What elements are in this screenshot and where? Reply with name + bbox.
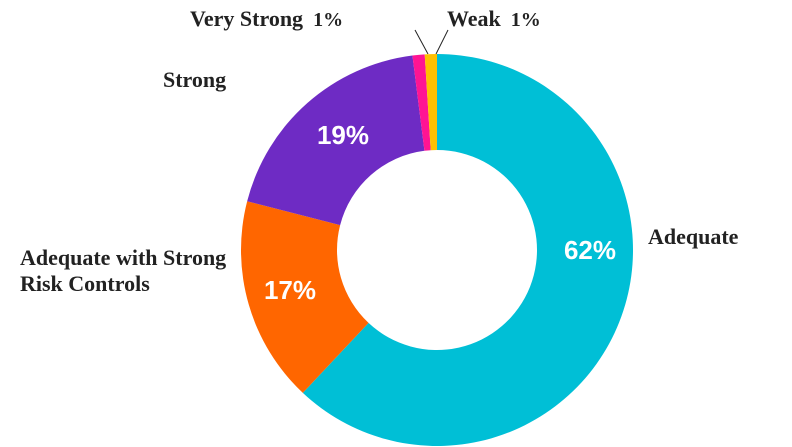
donut-slice — [247, 55, 425, 226]
donut-slice — [412, 54, 431, 151]
value-label: 19% — [317, 120, 369, 150]
category-label: Adequate with Strong Risk Controls — [20, 245, 227, 296]
category-label: Weak — [447, 6, 501, 31]
value-label: 1% — [510, 9, 541, 31]
slice-name: Weak 1% — [447, 6, 607, 33]
donut-slice — [241, 201, 369, 393]
category-label: Adequate — [648, 224, 739, 249]
leader-line — [435, 29, 449, 55]
category-label: Strong — [163, 67, 227, 92]
value-label: 1% — [313, 9, 344, 31]
value-label: 62% — [564, 235, 616, 265]
donut-slice — [302, 54, 634, 446]
category-label: Very Strong — [190, 6, 304, 31]
slice-name: Adequate with Strong Risk Controls — [20, 245, 230, 297]
donut-slice — [424, 54, 437, 151]
value-label: 17% — [264, 275, 316, 305]
leader-line — [414, 29, 429, 55]
slice-name: Strong — [163, 67, 283, 93]
slice-name: Very Strong 1% — [190, 6, 430, 33]
slice-name: Adequate — [648, 224, 788, 250]
